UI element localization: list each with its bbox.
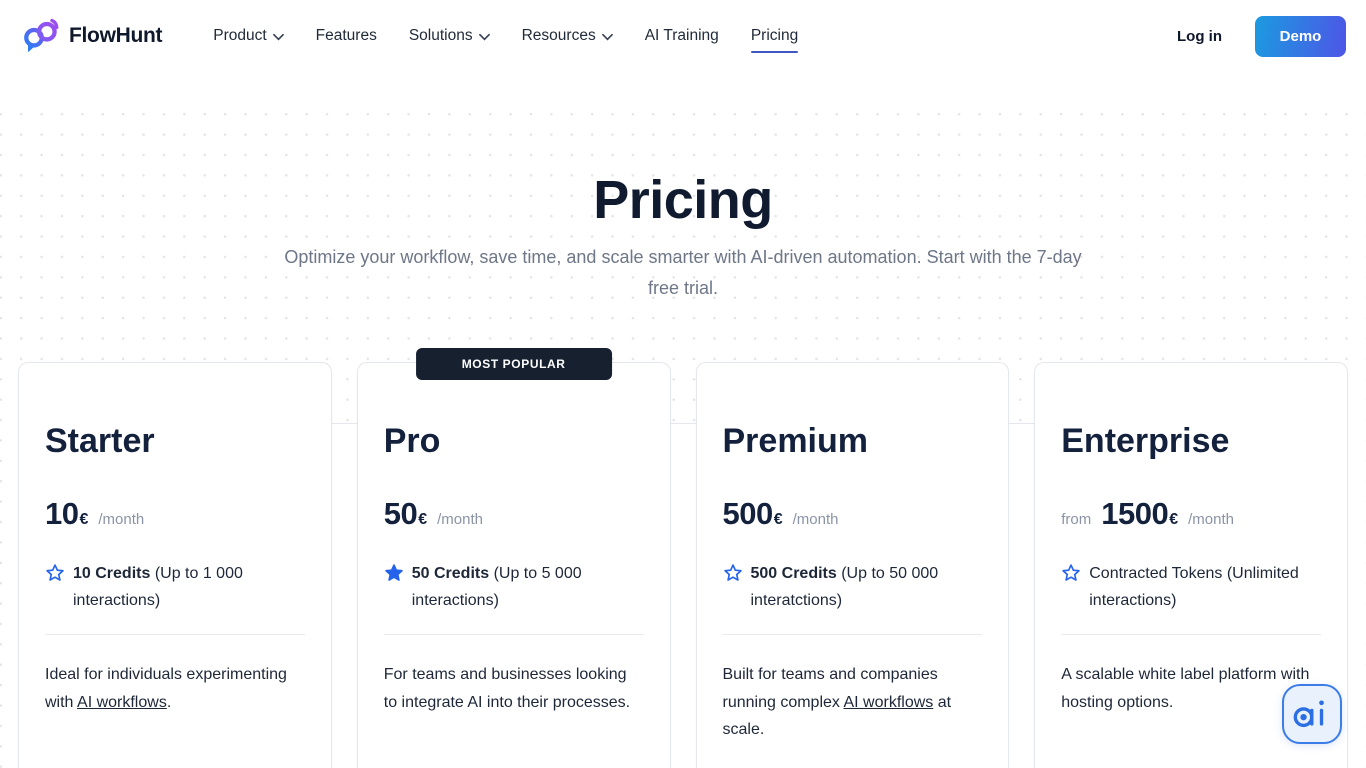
nav-item-resources[interactable]: Resources	[506, 17, 629, 55]
plan-price: from 1500 € /month	[1061, 496, 1321, 532]
nav-item-product[interactable]: Product	[197, 17, 299, 55]
feature-text: 500 Credits (Up to 50 000 interatctions)	[750, 565, 939, 609]
plan-description: For teams and businesses looking to inte…	[383, 666, 631, 711]
flowhunt-logo[interactable]: FlowHunt	[20, 18, 163, 54]
ai-workflows-link[interactable]: AI workflows	[77, 693, 167, 711]
nav-item-solutions[interactable]: Solutions	[393, 17, 506, 55]
plan-feature: 10 Credits (Up to 1 000 interactions)	[45, 560, 305, 614]
star-icon	[46, 564, 64, 581]
plan-price: 50 € /month	[384, 496, 644, 532]
plan-feature: Contracted Tokens (Unlimited interaction…	[1061, 560, 1321, 614]
plan-name: Premium	[722, 422, 869, 460]
plan-name: Starter	[45, 422, 155, 460]
star-icon	[1062, 564, 1080, 581]
card-divider	[45, 634, 305, 635]
plan-card-starter: Starter 10 € /month 10 Credits (Up to 1 …	[18, 362, 332, 768]
feature-text: 50 Credits (Up to 5 000 interactions)	[411, 565, 582, 609]
card-divider	[722, 634, 983, 635]
hero-section: Pricing Optimize your workflow, save tim…	[0, 72, 1366, 304]
chevron-down-icon	[601, 33, 613, 41]
plan-feature: 500 Credits (Up to 50 000 interatctions)	[723, 560, 983, 614]
plan-feature: 50 Credits (Up to 5 000 interactions)	[384, 560, 644, 614]
plan-description: Built for teams and companies running co…	[722, 666, 952, 738]
flowhunt-logo-icon	[20, 18, 60, 54]
login-link[interactable]: Log in	[1177, 27, 1222, 45]
nav-item-ai-training[interactable]: AI Training	[644, 27, 719, 44]
price-amount: 500	[722, 496, 774, 531]
nav-item-features[interactable]: Features	[315, 27, 377, 44]
chevron-down-icon	[478, 33, 490, 41]
page-subtitle: Optimize your workflow, save time, and s…	[284, 247, 1082, 298]
feature-text: 10 Credits (Up to 1 000 interactions)	[73, 565, 243, 609]
chevron-down-icon	[272, 33, 284, 41]
star-icon	[385, 564, 403, 581]
price-currency: €	[773, 511, 783, 528]
price-period: /month	[98, 511, 145, 528]
price-period: /month	[792, 511, 839, 528]
plan-card-pro: MOST POPULAR Pro 50 € /month 50 Credits …	[356, 348, 671, 768]
price-prefix: from	[1061, 511, 1092, 528]
price-period: /month	[437, 511, 483, 528]
feature-text: Contracted Tokens (Unlimited interaction…	[1089, 565, 1299, 609]
price-amount: 1500	[1101, 496, 1169, 531]
price-currency: €	[418, 511, 428, 528]
main-nav: Product Features Solutions Resources AI …	[197, 17, 814, 55]
price-currency: €	[79, 511, 89, 528]
ai-chatbot-widget[interactable]	[1282, 684, 1342, 744]
card-divider	[1061, 634, 1321, 635]
demo-button[interactable]: Demo	[1255, 15, 1346, 57]
ai-workflows-link[interactable]: AI workflows	[843, 693, 934, 711]
price-period: /month	[1188, 511, 1234, 528]
plan-price: 10 € /month	[45, 496, 305, 532]
plan-description: A scalable white label platform with hos…	[1061, 666, 1310, 711]
plan-name: Pro	[383, 422, 441, 460]
pricing-plans-grid: Starter 10 € /month 10 Credits (Up to 1 …	[18, 348, 1348, 768]
plan-card-premium: Premium 500 € /month 500 Credits (Up to …	[695, 362, 1010, 768]
top-navigation-bar: FlowHunt Product Features Solutions Reso…	[0, 0, 1366, 72]
plan-price: 500 € /month	[723, 496, 983, 532]
plan-name: Enterprise	[1061, 422, 1230, 460]
card-divider	[383, 634, 644, 635]
price-amount: 10	[45, 496, 79, 531]
price-amount: 50	[383, 496, 418, 531]
brand-name: FlowHunt	[69, 24, 163, 47]
price-currency: €	[1169, 511, 1179, 528]
nav-item-pricing[interactable]: Pricing	[735, 17, 814, 55]
star-icon	[723, 564, 742, 581]
plan-description: Ideal for individuals experimenting with…	[45, 666, 287, 711]
page-title: Pricing	[593, 170, 773, 230]
ai-logo-icon	[1293, 700, 1324, 728]
most-popular-badge: MOST POPULAR	[415, 348, 612, 380]
